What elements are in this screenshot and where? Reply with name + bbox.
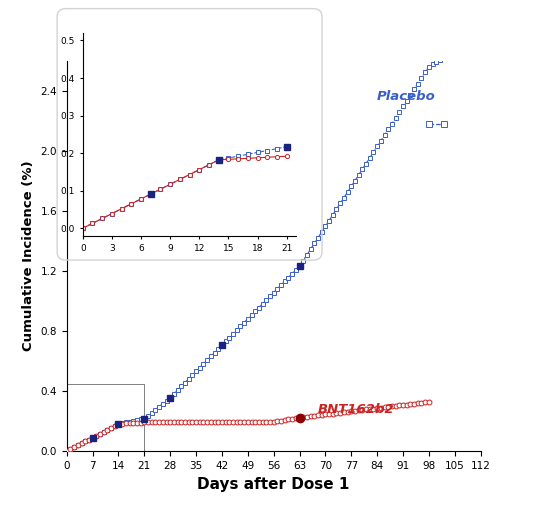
Text: BNT162b2: BNT162b2 <box>318 403 395 416</box>
Y-axis label: Cumulative Incidence (%): Cumulative Incidence (%) <box>22 161 35 351</box>
Text: Placebo: Placebo <box>377 90 436 103</box>
X-axis label: Days after Dose 1: Days after Dose 1 <box>198 477 350 491</box>
